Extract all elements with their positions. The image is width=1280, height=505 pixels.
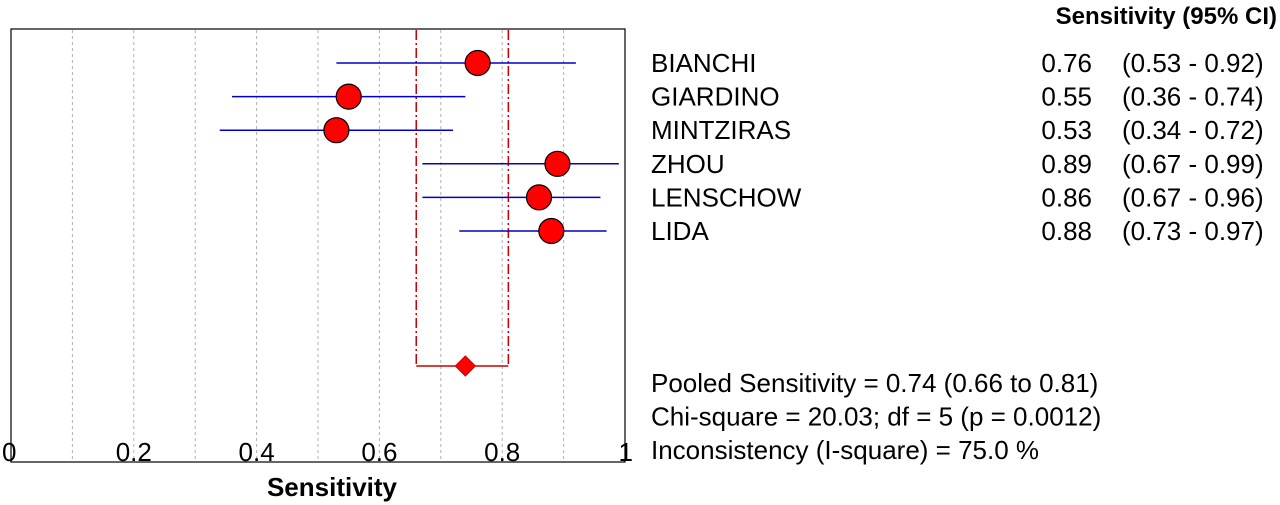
column-header: Sensitivity (95% CI) <box>1056 3 1277 30</box>
x-tick-label: 0.6 <box>361 437 397 467</box>
summary-statistics: Pooled Sensitivity = 0.74 (0.66 to 0.81)… <box>651 368 1101 465</box>
x-tick-label: 1 <box>619 437 633 467</box>
study-value: 0.88 <box>1041 216 1092 246</box>
study-marks <box>219 49 619 245</box>
study-point-marker <box>323 117 350 144</box>
study-ci-label: (0.53 - 0.92) <box>1122 48 1264 78</box>
study-value: 0.89 <box>1041 149 1092 179</box>
study-value: 0.86 <box>1041 182 1092 212</box>
study-name: GIARDINO <box>651 82 780 112</box>
pooled-estimate-diamond <box>454 355 477 377</box>
plot-area <box>10 28 626 463</box>
x-axis-tick-labels: 0 0.2 0.4 0.6 0.8 1 <box>2 437 633 467</box>
x-tick-label: 0.8 <box>484 437 520 467</box>
x-axis-label: Sensitivity <box>267 472 398 502</box>
x-tick-label: 0.2 <box>116 437 152 467</box>
study-name: MINTZIRAS <box>651 115 791 145</box>
study-ci-label: (0.34 - 0.72) <box>1122 115 1264 145</box>
study-value: 0.76 <box>1041 48 1092 78</box>
study-ci-label: (0.73 - 0.97) <box>1122 216 1264 246</box>
study-ci-label: (0.67 - 0.96) <box>1122 182 1264 212</box>
study-point-marker <box>464 49 491 77</box>
study-value: 0.53 <box>1041 115 1092 145</box>
study-point-marker <box>525 184 553 211</box>
x-tick-label: 0.4 <box>239 437 275 467</box>
summary-stat-line: Pooled Sensitivity = 0.74 (0.66 to 0.81) <box>651 368 1098 398</box>
study-value: 0.55 <box>1041 82 1092 112</box>
x-tick-label: 0 <box>2 437 16 467</box>
study-name: LIDA <box>651 216 709 246</box>
study-ci-label: (0.67 - 0.99) <box>1122 149 1264 179</box>
summary-stat-line: Inconsistency (I-square) = 75.0 % <box>651 435 1039 465</box>
study-point-marker <box>544 150 571 177</box>
summary-stat-line: Chi-square = 20.03; df = 5 (p = 0.0012) <box>651 402 1101 432</box>
study-labels: BIANCHI 0.76 (0.53 - 0.92) GIARDINO 0.55 (0.3… <box>651 48 1264 246</box>
study-name: BIANCHI <box>651 48 756 78</box>
study-name: ZHOU <box>651 149 725 179</box>
study-name: LENSCHOW <box>651 182 802 212</box>
study-ci-label: (0.36 - 0.74) <box>1122 82 1264 112</box>
study-point-marker <box>538 217 565 245</box>
study-point-marker <box>335 83 362 110</box>
plot-frame <box>10 28 626 463</box>
